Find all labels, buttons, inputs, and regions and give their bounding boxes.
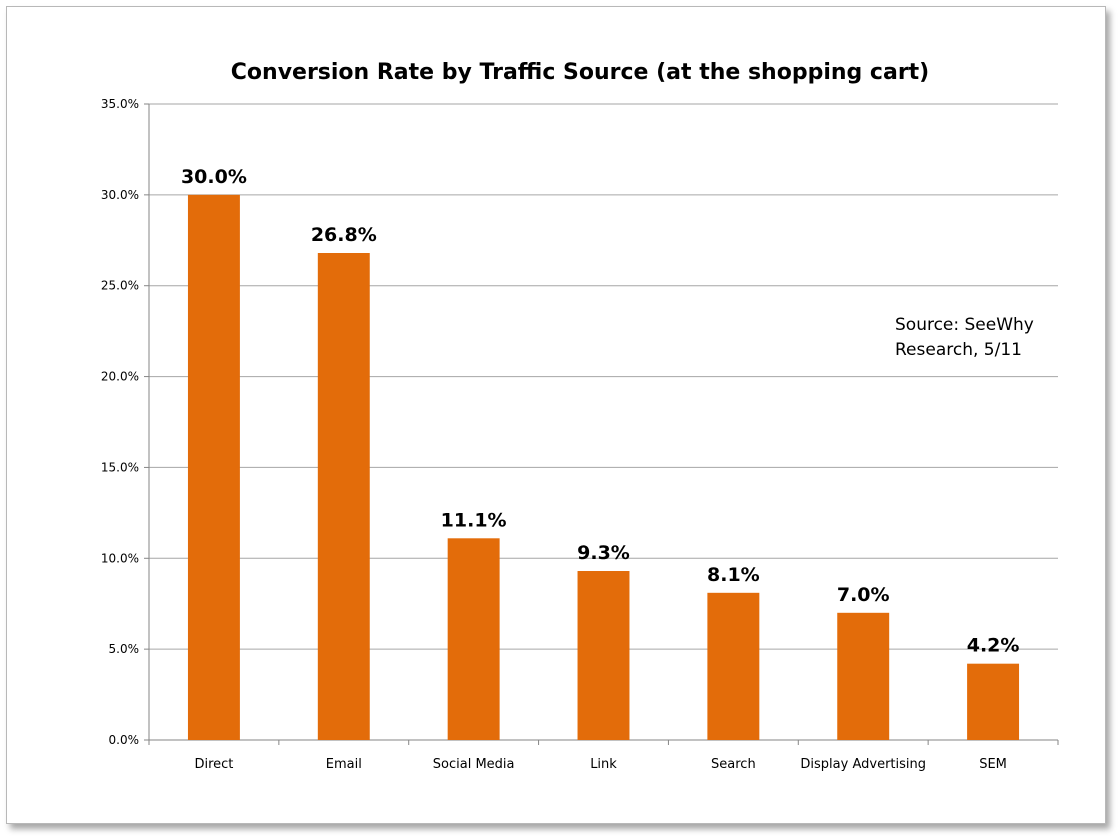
y-tick-label: 5.0% bbox=[109, 642, 140, 656]
source-annotation: Source: SeeWhy Research, 5/11 bbox=[895, 315, 1039, 360]
x-category-label: Direct bbox=[194, 757, 233, 772]
data-labels: 30.0% 26.8% 11.1% 9.3% 8.1% 7.0% 4.2% bbox=[181, 166, 1019, 657]
y-tick-label: 10.0% bbox=[101, 551, 139, 565]
y-tick-label: 0.0% bbox=[109, 733, 140, 747]
x-category-label: Social Media bbox=[433, 757, 515, 772]
y-axis-ticks: 0.0% 5.0% 10.0% 15.0% 20.0% 25.0% 30.0% 35.0% bbox=[101, 97, 139, 747]
bar bbox=[707, 592, 760, 740]
chart-title: Conversion Rate by Traffic Source (at th… bbox=[231, 60, 929, 85]
bar bbox=[317, 253, 370, 740]
bar bbox=[967, 663, 1020, 740]
data-label: 8.1% bbox=[707, 564, 760, 586]
y-tick-label: 25.0% bbox=[101, 279, 139, 293]
data-label: 30.0% bbox=[181, 166, 247, 188]
y-tick-label: 15.0% bbox=[101, 460, 139, 474]
bars bbox=[187, 194, 1020, 740]
y-tick-label: 20.0% bbox=[101, 370, 139, 384]
gridlines bbox=[149, 103, 1058, 650]
data-label: 4.2% bbox=[967, 635, 1020, 657]
data-label: 7.0% bbox=[837, 584, 890, 606]
x-category-label: Email bbox=[326, 757, 362, 772]
bar bbox=[837, 612, 890, 740]
data-label: 9.3% bbox=[577, 542, 630, 564]
y-tick-label: 30.0% bbox=[101, 188, 139, 202]
bar bbox=[447, 538, 500, 740]
source-annotation-line: Research, 5/11 bbox=[895, 340, 1022, 360]
data-label: 11.1% bbox=[441, 509, 507, 531]
bar bbox=[187, 194, 240, 740]
data-label: 26.8% bbox=[311, 224, 377, 246]
source-annotation-line: Source: SeeWhy bbox=[895, 315, 1034, 335]
bar bbox=[577, 571, 630, 740]
x-axis-categories: Direct Email Social Media Link Search Display… bbox=[194, 757, 1006, 772]
x-category-label: SEM bbox=[979, 757, 1007, 772]
x-category-label: Link bbox=[590, 757, 617, 772]
x-category-label: Search bbox=[711, 757, 756, 772]
y-tick-label: 35.0% bbox=[101, 97, 139, 111]
x-category-label: Display Advertising bbox=[800, 757, 926, 772]
